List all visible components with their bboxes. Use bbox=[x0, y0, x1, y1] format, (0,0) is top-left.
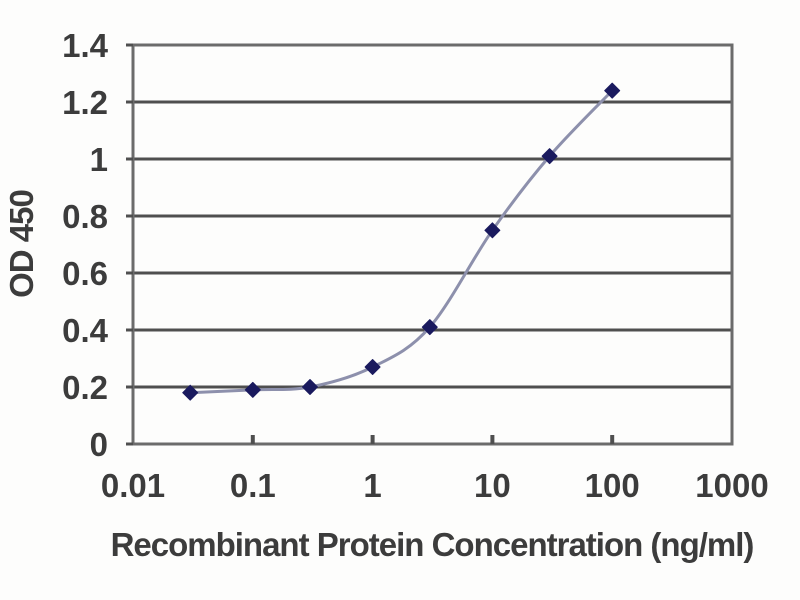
y-tick-label: 0.4 bbox=[62, 312, 109, 349]
data-point-marker bbox=[364, 359, 381, 375]
gridlines-group bbox=[133, 100, 732, 389]
tick-labels-group: 0 0.2 0.4 0.6 0.8 1 1.2 1.4 0.01 0.1 1 10 100 1000 bbox=[62, 27, 769, 504]
y-tick-label: 0.8 bbox=[62, 198, 108, 235]
data-point-marker bbox=[244, 381, 261, 398]
data-point-marker bbox=[484, 222, 501, 239]
x-tick-label: 10 bbox=[474, 467, 511, 504]
y-axis-title: OD 450 bbox=[3, 190, 40, 298]
y-tick-label: 1 bbox=[90, 141, 108, 178]
data-point-marker bbox=[541, 148, 558, 165]
x-axis-title: Recombinant Protein Concentration (ng/ml… bbox=[111, 526, 754, 563]
data-series-group bbox=[182, 82, 621, 401]
x-tick-label: 0.01 bbox=[101, 467, 165, 504]
x-tick-label: 1 bbox=[363, 467, 381, 504]
y-tick-label: 1.2 bbox=[62, 84, 108, 121]
x-tick-label: 0.1 bbox=[230, 467, 276, 504]
y-tick-label: 1.4 bbox=[62, 27, 109, 64]
series-line bbox=[188, 89, 614, 395]
x-tick-label: 1000 bbox=[695, 467, 768, 504]
plot-frame-group bbox=[131, 43, 734, 446]
data-point-marker bbox=[604, 82, 621, 99]
x-tick-label: 100 bbox=[585, 467, 640, 504]
y-tick-label: 0 bbox=[90, 426, 108, 463]
data-point-marker bbox=[302, 379, 318, 395]
plot-frame bbox=[131, 43, 734, 446]
tick-marks-group bbox=[126, 43, 615, 446]
y-tick-label: 0.2 bbox=[62, 369, 108, 406]
y-tick-label: 0.6 bbox=[62, 255, 108, 292]
data-point-marker bbox=[421, 319, 438, 336]
data-point-marker bbox=[182, 384, 199, 401]
